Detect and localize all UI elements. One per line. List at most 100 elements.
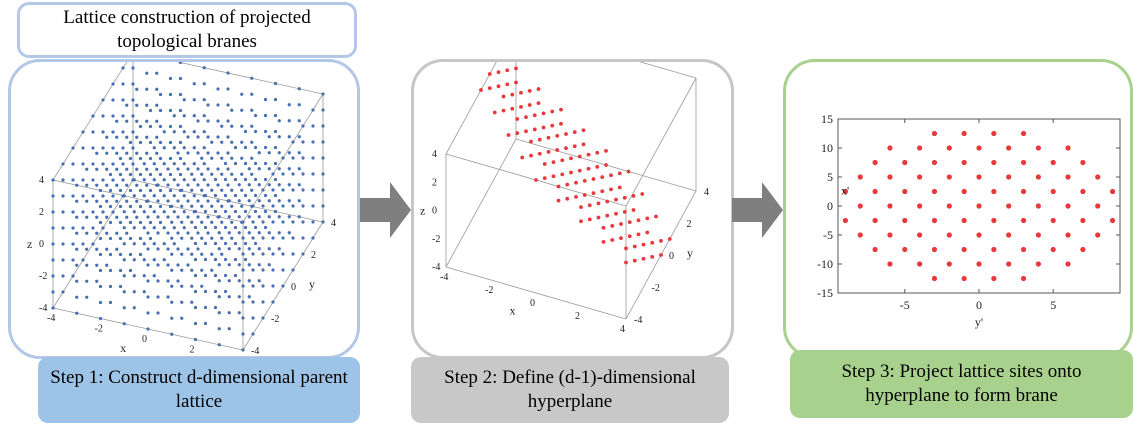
lattice-point [131,130,135,134]
lattice-point [170,300,174,304]
lattice-point [85,231,89,235]
lattice-point [206,183,210,187]
lattice-point [257,263,261,267]
lattice-point [176,151,180,155]
lattice-point [146,327,150,331]
lattice-point [301,220,305,224]
lattice-point [241,236,245,240]
lattice-point [158,124,163,129]
lattice-point [230,124,234,128]
lattice-point [247,183,251,187]
lattice-point [263,193,268,198]
lattice-point [311,188,315,192]
lattice-point [98,284,103,289]
lattice-point [250,124,254,128]
lattice-point [261,204,265,208]
plane-point [604,163,608,167]
brane-point [1035,232,1041,238]
lattice-point [152,162,156,166]
plane-point [587,203,592,208]
lattice-point [162,162,166,166]
lattice-point [125,183,129,187]
lattice-point [213,273,218,278]
lattice-point [210,252,214,256]
lattice-point [277,247,281,251]
lattice-point [180,220,184,224]
lattice-point [237,311,241,315]
lattice-point [91,130,95,134]
lattice-point [71,146,75,150]
lattice-point [237,247,241,251]
lattice-point [108,300,113,305]
x-tick-label: 4 [237,355,242,359]
lattice-point [202,98,206,102]
plane-point [556,198,561,203]
lattice-point [233,257,238,262]
lattice-point [261,252,265,256]
x-tick-label: -2 [95,324,103,335]
lattice-point [170,236,174,240]
lattice-point [247,231,251,235]
plane-point [619,236,623,241]
brane-point [961,130,967,137]
plane-point [610,238,615,242]
lattice-point [118,284,123,289]
lattice-point [146,247,150,251]
brane-point [917,261,923,267]
lattice-point [206,231,210,235]
brane-point [872,246,878,253]
plane-point [527,103,532,107]
lattice-point [132,290,136,294]
lattice-point [210,236,214,240]
lattice-point [75,199,79,203]
lattice-point [192,162,196,166]
lattice-point [121,82,125,86]
brane-point [1035,145,1041,151]
brane-point [976,261,982,267]
lattice-point [216,87,220,91]
lattice-point [192,130,196,134]
lattice-point [186,263,190,267]
lattice-point [251,236,255,240]
y-tick-label: 0 [669,251,674,262]
lattice-point [132,274,136,278]
lattice-point [281,172,285,176]
lattice-point [217,343,221,347]
lattice-point [267,231,271,235]
lattice-point [128,268,133,273]
brane-point [917,174,923,180]
plane-point [546,135,551,140]
lattice-point [213,177,218,182]
lattice-point [186,151,190,155]
lattice-point [277,231,281,235]
lattice-point [321,204,325,208]
lattice-point [146,263,150,267]
step1-caption-box: Step 1: Construct d-dimensional parent l… [38,357,360,423]
brane-point [1035,174,1041,180]
lattice-point [273,145,278,150]
lattice-point [180,268,184,272]
lattice-point [105,151,109,155]
lattice-point [91,194,95,198]
lattice-point [210,268,214,272]
lattice-point [250,76,254,80]
brane-point [961,188,967,195]
lattice-point [51,226,55,230]
lattice-point [152,274,156,278]
brane-point [872,159,878,166]
lattice-point [223,161,228,166]
lattice-point [251,268,255,272]
lattice-point [152,258,156,262]
plane-point [591,191,596,196]
lattice-point [271,220,275,224]
lattice-point [301,204,305,208]
lattice-point [166,263,170,267]
lattice-point [273,129,278,134]
lattice-point [81,194,85,198]
lattice-point [61,274,65,278]
lattice-point [217,247,221,251]
arrow-right-icon [732,182,783,238]
lattice-point [297,215,301,219]
plane-point [532,113,537,118]
lattice-point [230,156,234,160]
